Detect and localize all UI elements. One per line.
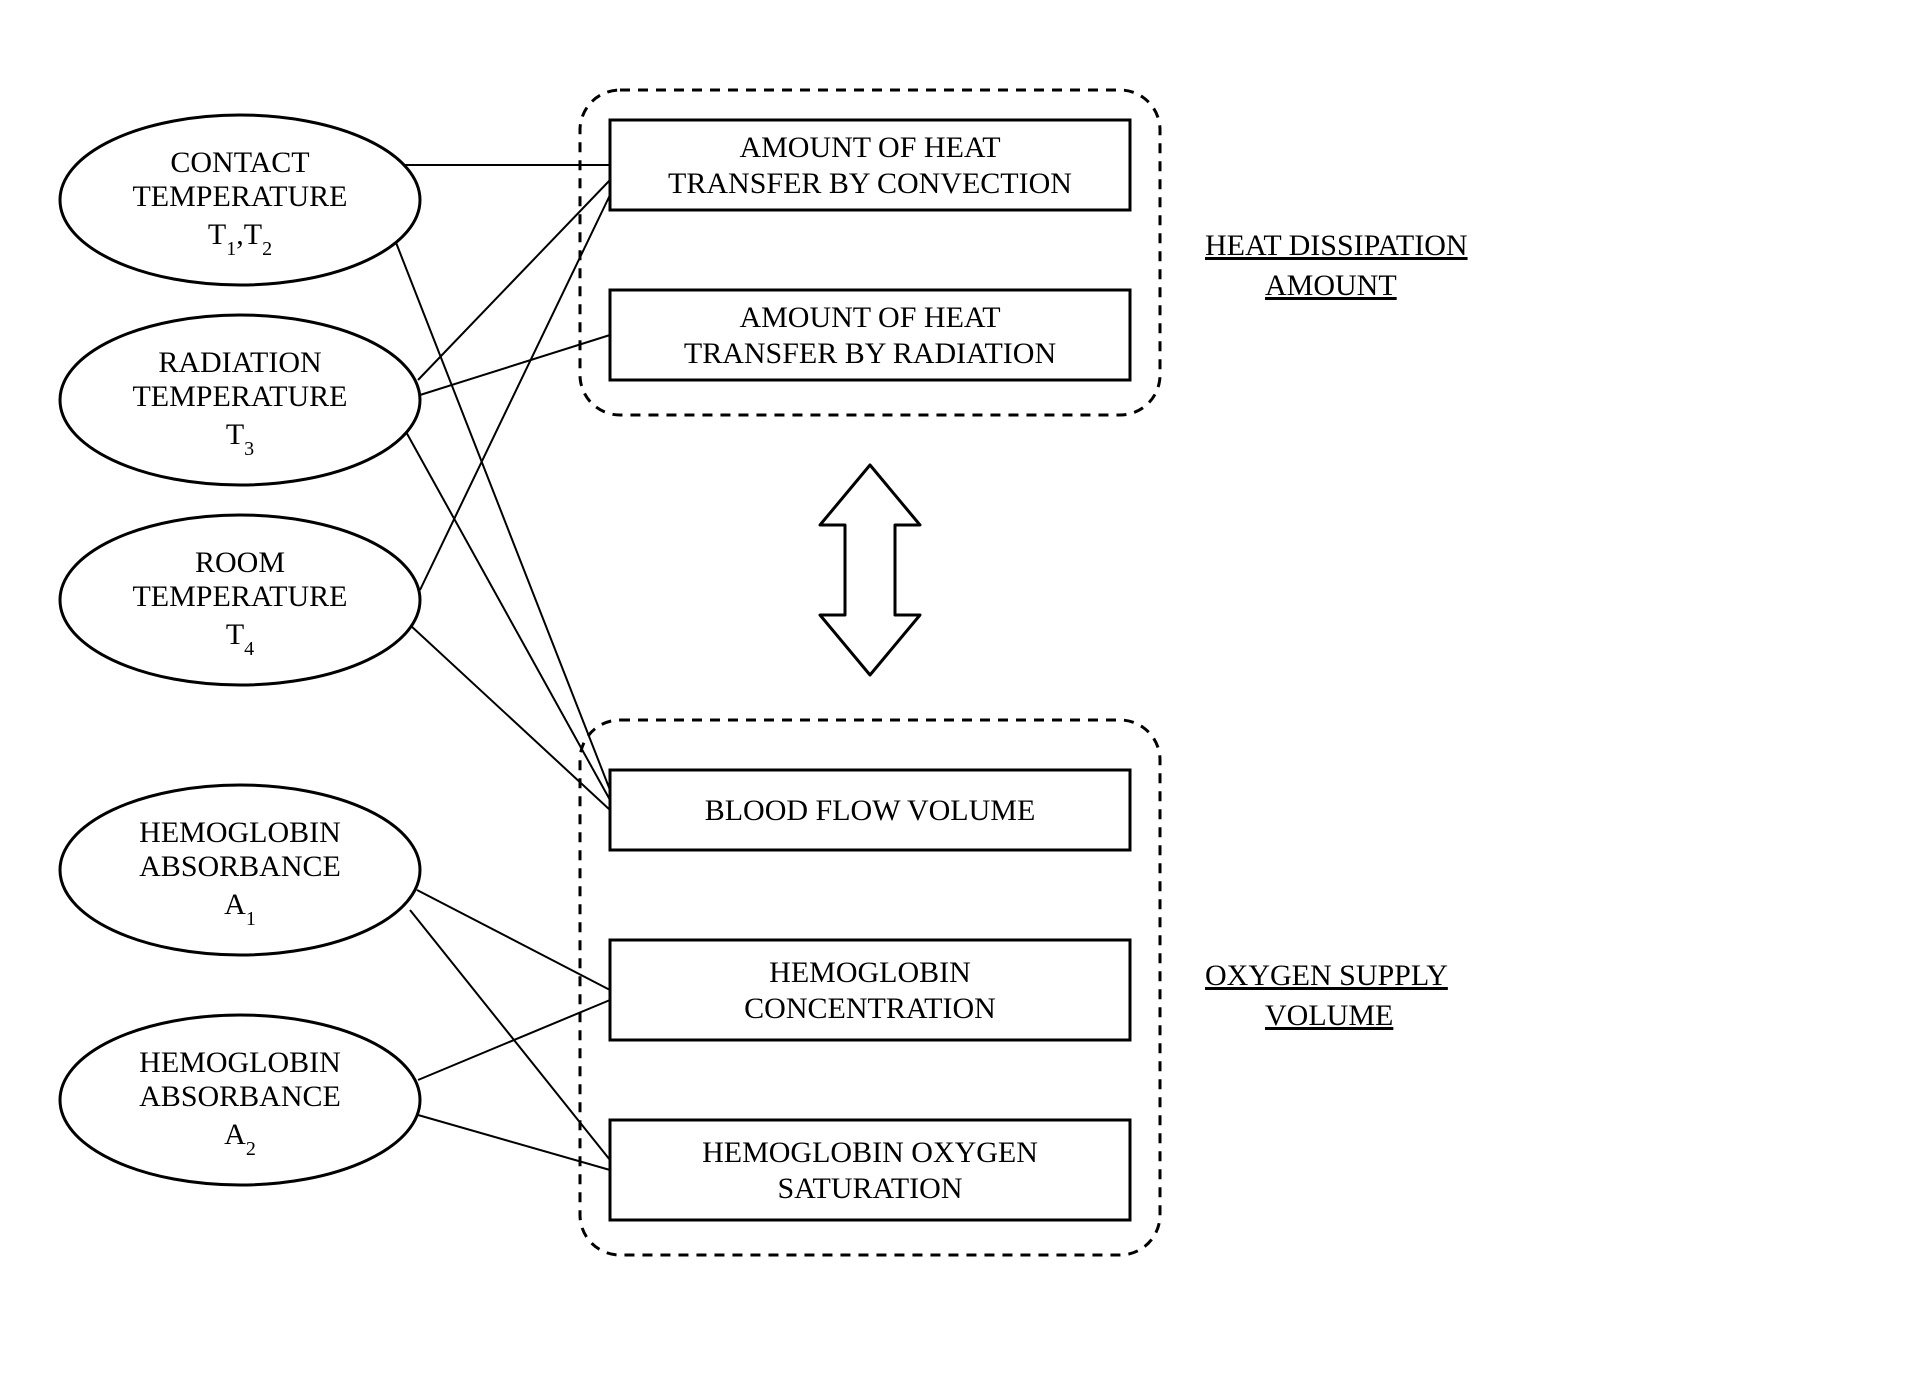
connector-line <box>405 430 610 800</box>
double-arrow-icon <box>820 465 920 675</box>
box-label-blood_flow: BLOOD FLOW VOLUME <box>705 794 1036 827</box>
group-label-heat: HEAT DISSIPATIONAMOUNT <box>1205 229 1468 302</box>
group-label-oxy: OXYGEN SUPPLYVOLUME <box>1205 959 1448 1032</box>
connectors-layer <box>395 165 610 1170</box>
box-hb_conc <box>610 940 1130 1040</box>
box-hb_o2_sat <box>610 1120 1130 1220</box>
connector-line <box>395 240 610 790</box>
